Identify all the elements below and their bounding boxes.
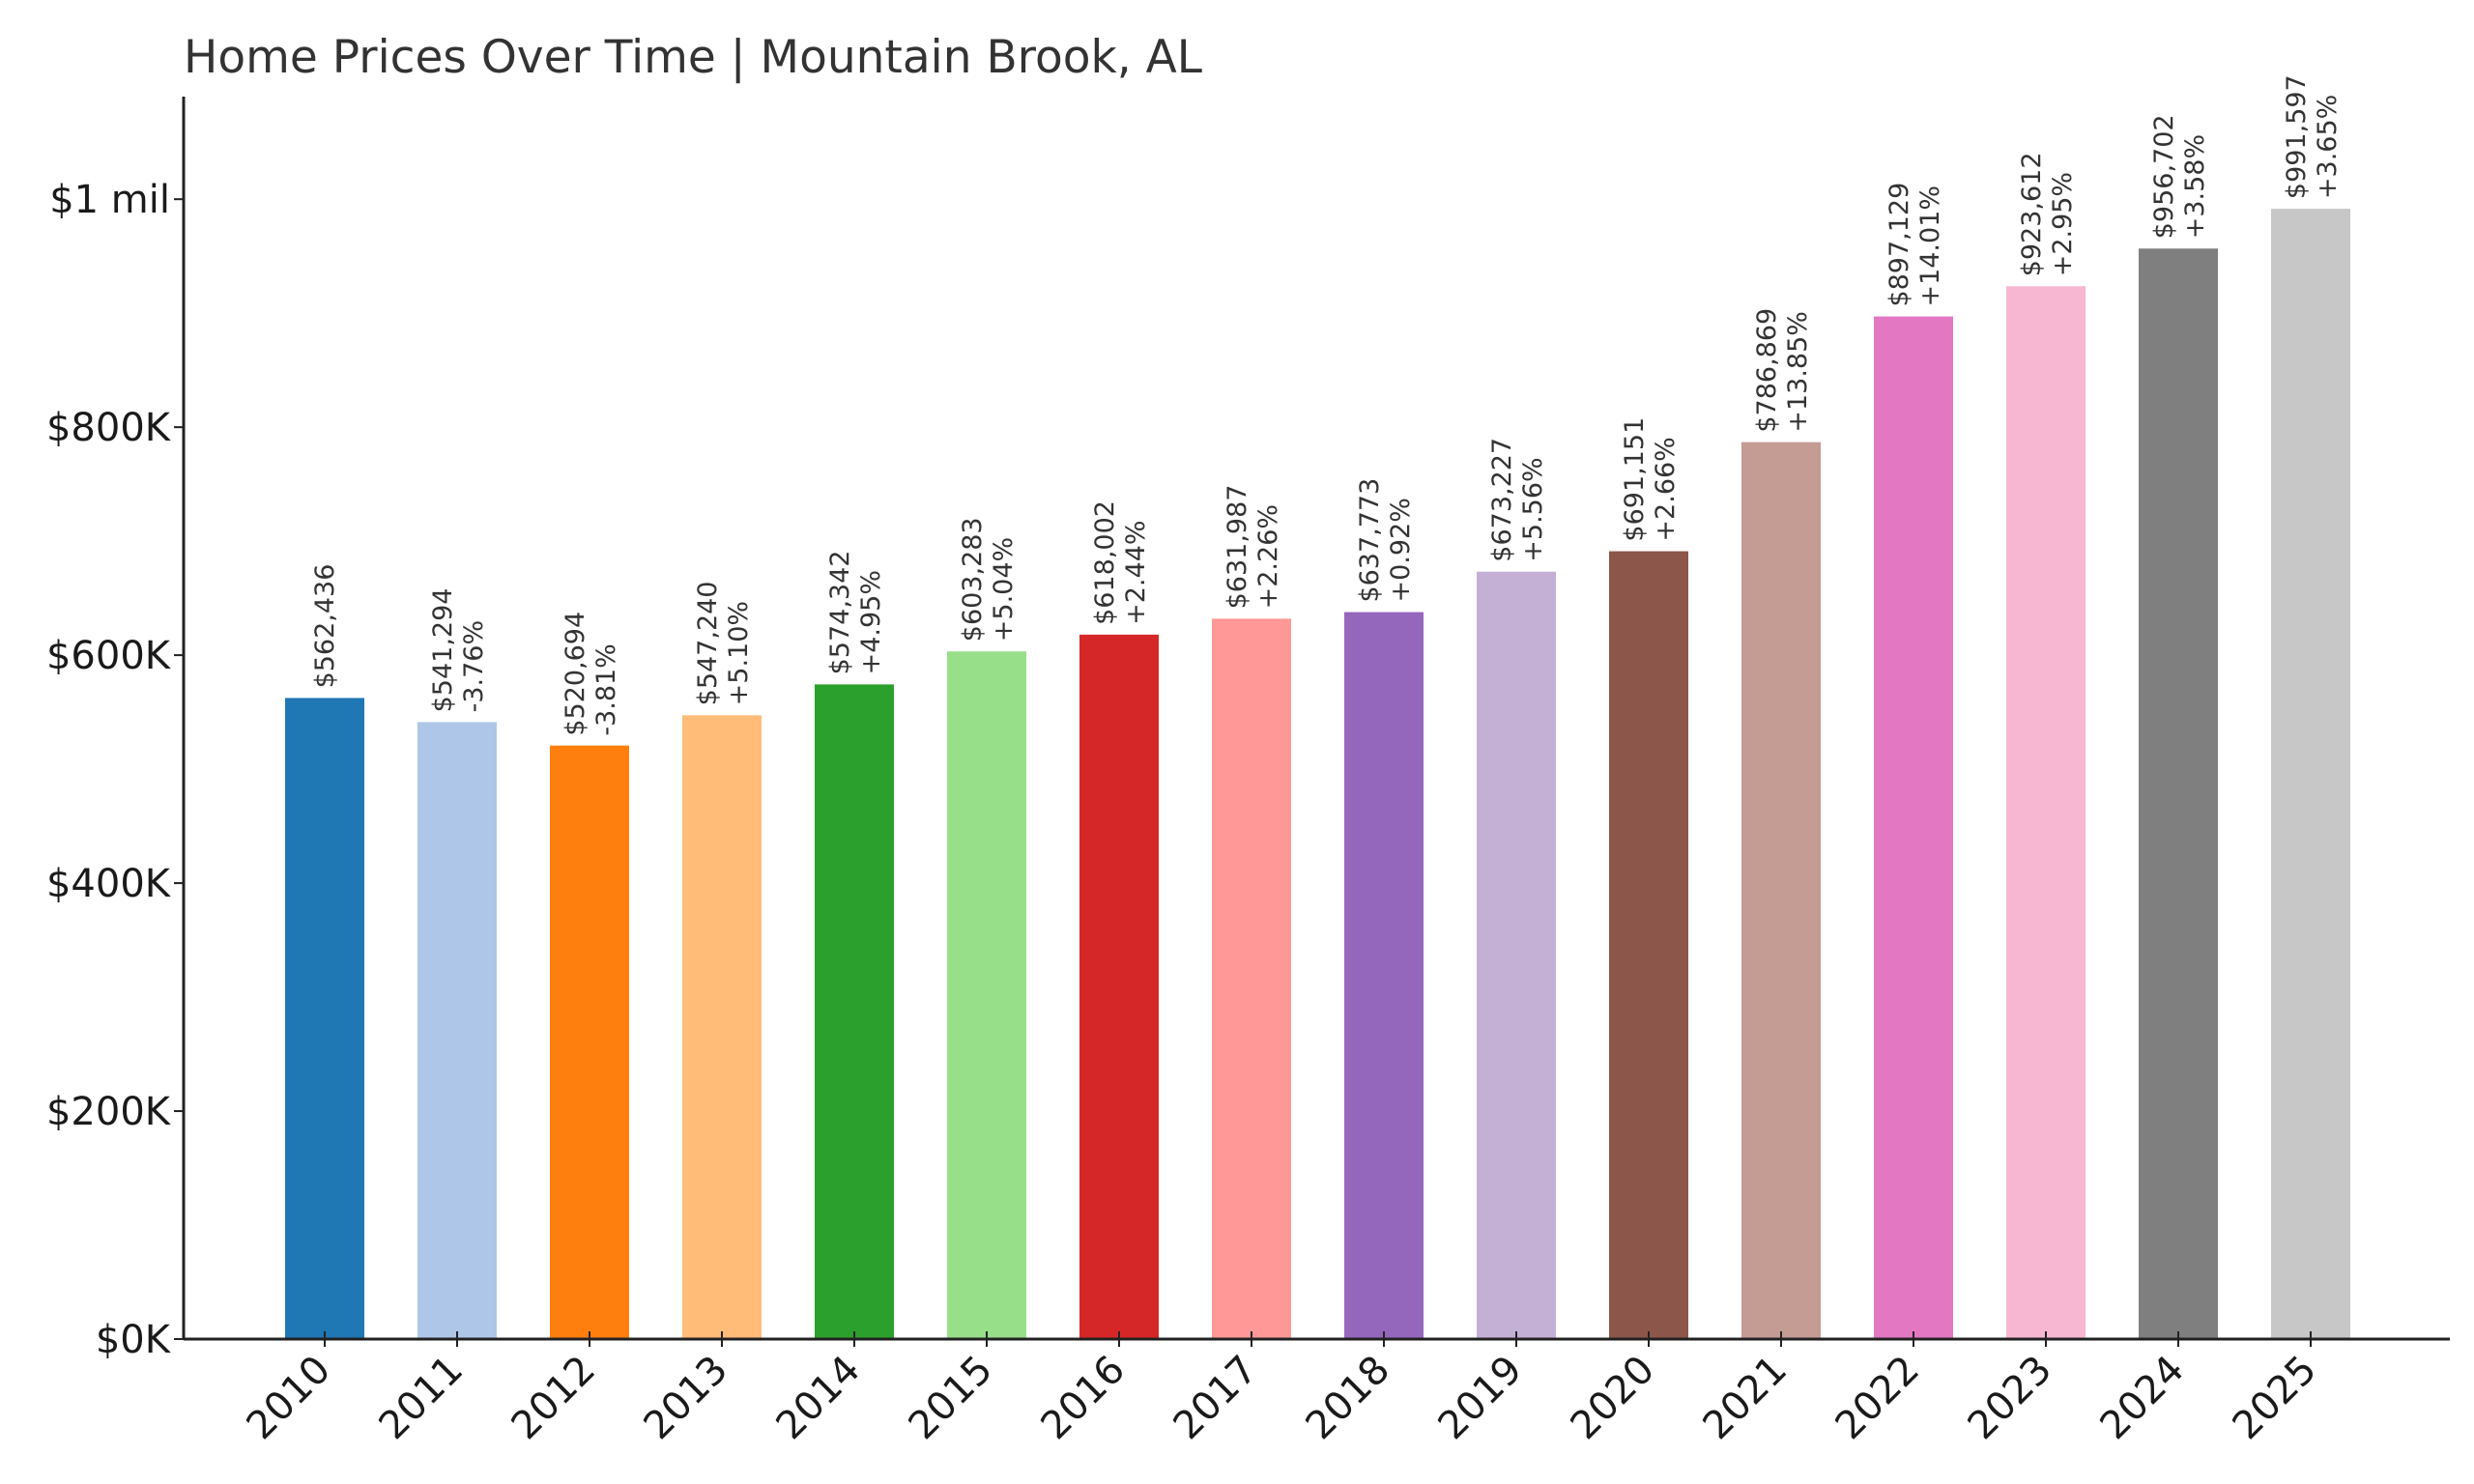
- y-axis: $0K $200K $400K $600K $800K $1 mil: [46, 97, 186, 1362]
- x-tick-label: 2025: [2225, 1348, 2326, 1449]
- x-tick-label: 2016: [1033, 1348, 1135, 1449]
- change-label: +5.10%: [724, 601, 754, 705]
- bar-2017: [1212, 618, 1291, 1339]
- x-tick-label: 2024: [2092, 1348, 2194, 1449]
- data-label-group-2019: $673,227 +5.56%: [1487, 438, 1548, 562]
- data-label-group-2012: $520,694 -3.81%: [561, 612, 621, 736]
- bar-2018: [1344, 612, 1424, 1339]
- bar-2014: [815, 684, 894, 1339]
- y-tick-label: $0K: [96, 1318, 172, 1362]
- change-label: +2.26%: [1253, 504, 1283, 609]
- x-tick-label: 2011: [371, 1348, 473, 1449]
- bar-2025: [2271, 209, 2350, 1339]
- change-label: +2.66%: [1651, 437, 1681, 541]
- data-labels-layer: $562,436 $541,294 -3.76% $520,694 -3.81% $547…: [310, 74, 2343, 735]
- bar-2019: [1477, 571, 1556, 1339]
- y-tick-label: $200K: [46, 1090, 172, 1134]
- data-label-group-2015: $603,283 +5.04%: [958, 517, 1019, 642]
- x-tick-label: 2010: [239, 1348, 340, 1449]
- x-tick-label: 2013: [636, 1348, 737, 1449]
- value-label: $956,702: [2149, 114, 2179, 239]
- chart-title: Home Prices Over Time | Mountain Brook, …: [184, 31, 1202, 84]
- x-tick-label: 2019: [1430, 1348, 1532, 1449]
- change-label: +5.56%: [1518, 457, 1548, 561]
- data-label-group-2014: $574,342 +4.95%: [825, 551, 886, 675]
- bar-2024: [2139, 248, 2218, 1339]
- change-label: +0.92%: [1386, 498, 1416, 602]
- bar-2012: [550, 745, 629, 1339]
- bar-2011: [417, 722, 497, 1339]
- bar-2020: [1609, 551, 1688, 1339]
- change-label: +2.95%: [2048, 172, 2078, 276]
- bar-2015: [947, 651, 1026, 1339]
- data-label-group-2023: $923,612 +2.95%: [2017, 152, 2078, 276]
- value-label: $541,294: [428, 588, 458, 713]
- data-label-group-2020: $691,151 +2.66%: [1620, 417, 1681, 542]
- bar-2016: [1079, 634, 1159, 1339]
- x-tick-label: 2014: [768, 1348, 870, 1449]
- data-label-group-2013: $547,240 +5.10%: [693, 582, 754, 706]
- y-tick-label: $400K: [46, 862, 172, 906]
- value-label: $547,240: [693, 582, 723, 706]
- value-label: $574,342: [825, 551, 855, 675]
- x-tick-label: 2017: [1165, 1348, 1267, 1449]
- data-label-group-2011: $541,294 -3.76%: [428, 588, 489, 713]
- data-label-group-2025: $991,597 +3.65%: [2282, 74, 2343, 199]
- value-label: $673,227: [1487, 438, 1517, 562]
- value-label: $631,987: [1223, 485, 1252, 610]
- change-label: -3.81%: [591, 643, 621, 736]
- x-tick-label: 2023: [1960, 1348, 2061, 1449]
- value-label: $786,869: [1752, 308, 1782, 433]
- value-label: $603,283: [958, 517, 988, 642]
- change-label: +2.44%: [1121, 520, 1151, 624]
- x-tick-label: 2018: [1298, 1348, 1399, 1449]
- data-label-group-2016: $618,002 +2.44%: [1090, 500, 1151, 625]
- change-label: -3.76%: [459, 620, 489, 713]
- bar-2013: [682, 715, 762, 1339]
- value-label: $520,694: [561, 612, 590, 736]
- x-tick-label: 2012: [503, 1348, 605, 1449]
- y-tick-label: $1 mil: [49, 178, 170, 222]
- bar-2022: [1874, 316, 1953, 1340]
- y-tick-label: $600K: [46, 634, 172, 678]
- change-label: +13.85%: [1783, 311, 1813, 433]
- change-label: +3.58%: [2180, 134, 2210, 239]
- data-label-group-2024: $956,702 +3.58%: [2149, 114, 2210, 239]
- y-tick-label: $800K: [46, 406, 172, 450]
- data-label-group-2017: $631,987 +2.26%: [1223, 485, 1283, 610]
- value-label: $991,597: [2282, 74, 2312, 199]
- bar-2010: [285, 698, 364, 1339]
- data-label-group-2018: $637,773 +0.92%: [1355, 478, 1416, 603]
- bar-2021: [1741, 442, 1821, 1340]
- value-label: $897,129: [1884, 183, 1914, 307]
- change-label: +4.95%: [856, 570, 886, 674]
- x-tick-label: 2020: [1563, 1348, 1664, 1449]
- data-label-group-2010: $562,436: [310, 564, 340, 689]
- bar-2023: [2006, 286, 2086, 1339]
- data-label-group-2021: $786,869 +13.85%: [1752, 308, 1813, 433]
- change-label: +14.01%: [1915, 186, 1945, 307]
- value-label: $618,002: [1090, 500, 1120, 625]
- x-tick-label: 2021: [1695, 1348, 1797, 1449]
- x-tick-label: 2015: [901, 1348, 1002, 1449]
- value-label: $923,612: [2017, 152, 2047, 276]
- value-label: $562,436: [310, 564, 340, 689]
- change-label: +3.65%: [2313, 95, 2343, 199]
- x-axis: 2010 2011 2012 2013 2014 2015 2016 2017 2018 2019…: [184, 1331, 2450, 1448]
- value-label: $637,773: [1355, 478, 1385, 603]
- x-tick-label: 2022: [1827, 1348, 1929, 1449]
- value-label: $691,151: [1620, 417, 1650, 542]
- change-label: +5.04%: [989, 537, 1019, 642]
- data-label-group-2022: $897,129 +14.01%: [1884, 183, 1945, 307]
- bars-layer: [285, 209, 2350, 1340]
